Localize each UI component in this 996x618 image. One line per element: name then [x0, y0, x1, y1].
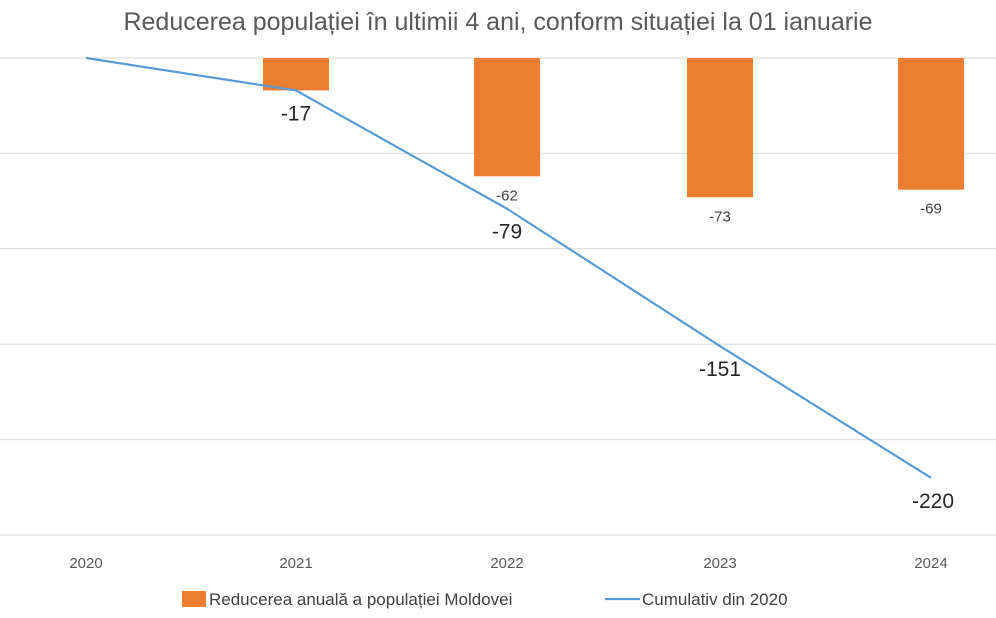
- bar-layer: [263, 58, 964, 198]
- legend-bar-label: Reducerea anuală a populației Moldovei: [209, 590, 512, 609]
- line-data-label-2024: -220: [912, 490, 954, 513]
- line-layer: [85, 56, 932, 479]
- bar-data-label-2024: -69: [920, 201, 942, 218]
- axis-layer: 2020 2021 2022 2023 2024: [69, 555, 947, 572]
- bar-2021: [263, 58, 329, 91]
- x-tick-label-2022: 2022: [490, 555, 523, 572]
- line-data-label-2022: -79: [492, 221, 522, 244]
- bar-data-label-2023: -73: [709, 208, 731, 225]
- x-tick-label-2020: 2020: [69, 555, 102, 572]
- bar-data-label-2022: -62: [496, 187, 518, 204]
- label-layer: -62 -73 -69 -17 -79 -151 -220: [281, 102, 954, 512]
- legend-line-label: Cumulativ din 2020: [642, 590, 788, 609]
- legend-layer: Reducerea anuală a populației Moldovei Cu…: [182, 590, 788, 609]
- bar-2022: [474, 58, 540, 177]
- x-tick-label-2023: 2023: [703, 555, 736, 572]
- line-data-label-2021: -17: [281, 102, 311, 125]
- chart-title: Reducerea populației în ultimii 4 ani, c…: [123, 8, 873, 36]
- bar-2024: [898, 58, 964, 190]
- bar-2023: [687, 58, 753, 198]
- x-tick-label-2024: 2024: [914, 555, 947, 572]
- legend-bar-swatch: [182, 591, 206, 607]
- cumulative-line: [85, 56, 932, 479]
- line-data-label-2023: -151: [699, 358, 741, 381]
- x-tick-label-2021: 2021: [279, 555, 312, 572]
